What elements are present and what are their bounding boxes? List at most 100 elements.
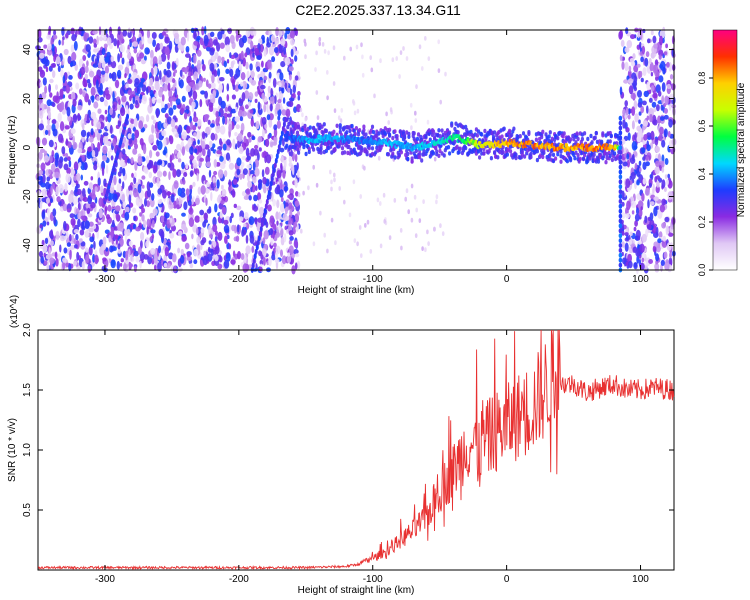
spectrogram-cell [478,155,482,160]
spectrogram-cell [518,134,522,139]
spectrogram-cell [554,156,558,161]
spectrogram-cell [629,231,633,237]
spectrogram-cell [410,183,414,189]
spectrogram-cell [124,73,127,79]
spectrogram-cell [541,154,545,160]
spectrogram-cell [636,255,640,264]
spectrogram-cell [141,59,146,65]
spectrogram-cell [46,51,52,56]
spectrogram-cell [62,203,68,212]
spectrogram-cell [391,135,395,141]
spectrogram-cell [177,247,181,254]
spectrogram-cell [213,170,218,176]
spectrogram-cell [275,232,281,238]
spectrogram-cell [185,53,191,58]
spectrogram-x-label: Height of straight line (km) [298,285,415,296]
spectrogram-cell [622,108,626,116]
spectrogram-cell [84,230,90,238]
spectrogram-cell [68,160,72,168]
spectrogram-cell [98,36,104,42]
spectrogram-cell [96,96,100,102]
spectrogram-cell [228,179,231,187]
spectrogram-cell [193,162,198,169]
spectrogram-cell [159,42,164,50]
spectrogram-cell [221,56,225,62]
spectrogram-cell [68,75,73,80]
spectrogram-cell [440,128,444,133]
spectrogram-cell [41,188,48,197]
spectrogram-cell [51,163,56,173]
spectrogram-cell [190,121,193,130]
spectrogram-cell [360,146,364,151]
spectrogram-cell [49,92,53,98]
spectrogram-cell [231,94,236,100]
spectrogram-cell [102,257,107,262]
spectrogram-cell [207,83,212,89]
spectrogram-cell [243,254,247,264]
spectrogram-cell [253,205,258,212]
spectrogram-cell [117,249,122,254]
spectrogram-cell [109,124,113,134]
spectrogram-cell [126,113,129,120]
spectrogram-cell [76,251,80,261]
spectrogram-cell [87,265,91,273]
spectrogram-cell [393,198,397,203]
spectrogram-cell [165,69,172,78]
spectrogram-cell [249,234,255,244]
spectrogram-cell [287,252,291,257]
spectrogram-cell [653,64,658,74]
spectrogram-cell [134,172,137,179]
spectrogram-cell [207,148,211,158]
spectrogram-cell [212,224,218,233]
spectrogram-cell [222,138,226,143]
spectrogram-cell [186,75,192,84]
spectrogram-cell [122,201,126,209]
spectrogram-cell [90,86,96,96]
spectrogram-cell [618,213,623,219]
spectrogram-cell [122,167,126,177]
spectrogram-cell [212,241,217,248]
spectrogram-cell [160,53,167,62]
spectrogram-cell [400,245,403,251]
spectrogram-cell [329,169,332,175]
spectrogram-cell [196,49,202,57]
spectrogram-cell [141,184,145,189]
spectrogram-cell [200,227,205,234]
spectrogram-cell [330,186,333,192]
spectrogram-cell [80,215,86,220]
spectrogram-cell [267,59,272,69]
spectrogram-cell [387,120,391,125]
spectrogram-cell [235,235,240,242]
spectrogram-cell [143,55,147,61]
spectrogram-cell [126,158,131,164]
spectrogram-cell [204,144,210,150]
spectrogram-cell [193,248,199,257]
spectrogram-cell [51,102,56,108]
spectrogram-cell [132,126,136,132]
spectrogram-cell [55,84,58,91]
spectrogram-cell [259,259,264,266]
spectrogram-cell [144,47,150,55]
spectrogram-cell [312,241,316,247]
spectrogram-cell [63,48,69,56]
spectrogram-cell [636,36,641,41]
spectrogram-cell [297,150,301,155]
spectrogram-cell [426,229,429,235]
spectrogram-cell [50,198,54,204]
spectrogram-cell [638,208,643,218]
spectrogram-cell [302,190,305,196]
spectrogram-cell [243,212,249,220]
spectrogram-cell [613,151,617,156]
spectrogram-cell [219,42,225,49]
spectrogram-cell [227,105,232,112]
spectrogram-cell [93,43,98,48]
spectrogram-cell [164,212,170,219]
spectrogram-cell [128,194,132,205]
spectrogram-cell [204,114,210,119]
spectrogram-cell [638,111,642,116]
spectrogram-cell [78,162,82,167]
spectrogram-cell [458,146,462,151]
spectrogram-cell [125,250,129,261]
spectrogram-cell [62,257,67,263]
spectrogram-cell [659,126,664,135]
